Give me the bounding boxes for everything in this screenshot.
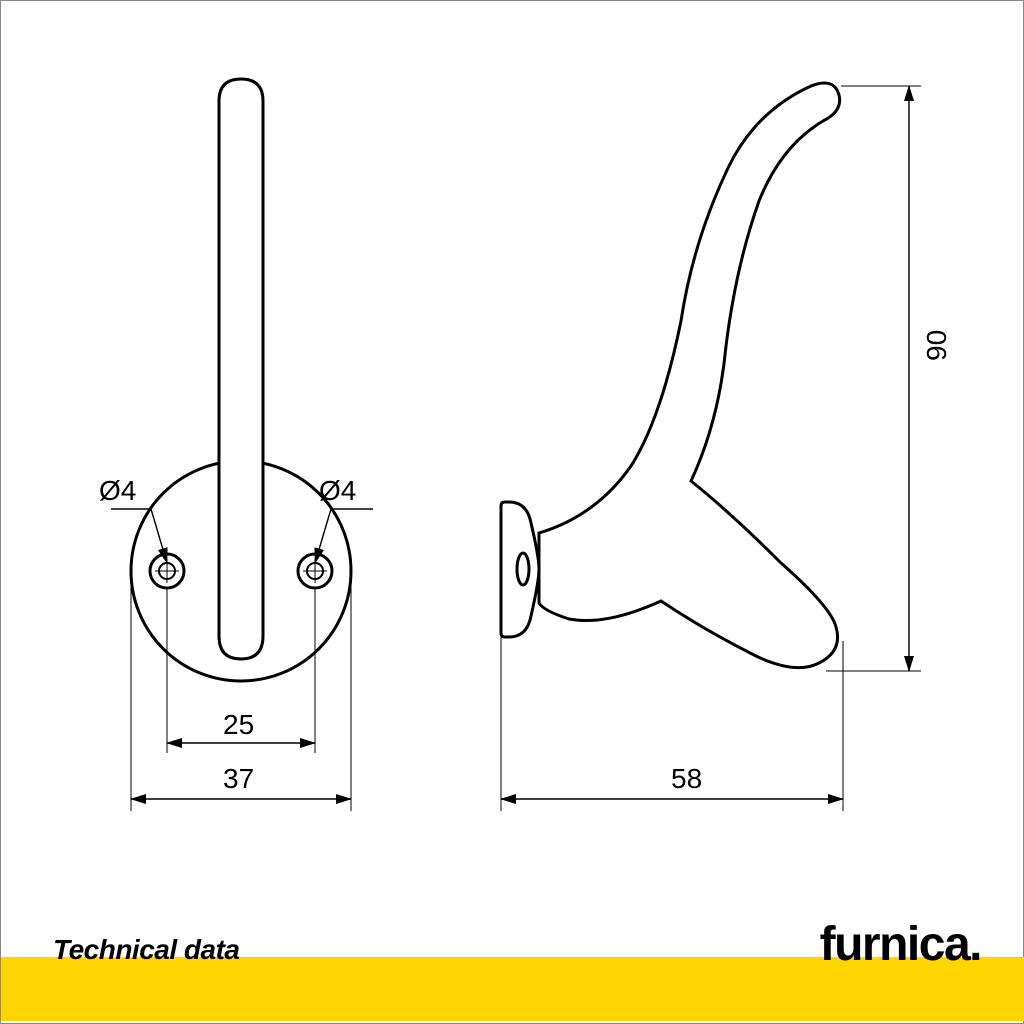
technical-drawing (1, 1, 1024, 891)
label-25: 25 (223, 709, 254, 741)
side-view (501, 83, 921, 811)
label-90: 90 (921, 330, 953, 361)
screw-hole-left (150, 554, 184, 588)
footer-label: Technical data (53, 934, 239, 966)
label-58: 58 (671, 763, 702, 795)
hook-arm-front (219, 79, 263, 659)
brand-logo: furnica. (820, 917, 981, 972)
footer: Technical data furnica. (1, 889, 1024, 1023)
label-37: 37 (223, 763, 254, 795)
front-view (111, 79, 373, 811)
hook-profile (539, 83, 840, 668)
label-hole-dia-right: Ø4 (319, 475, 356, 507)
label-hole-dia-left: Ø4 (99, 475, 136, 507)
screw-hole-right (298, 554, 332, 588)
